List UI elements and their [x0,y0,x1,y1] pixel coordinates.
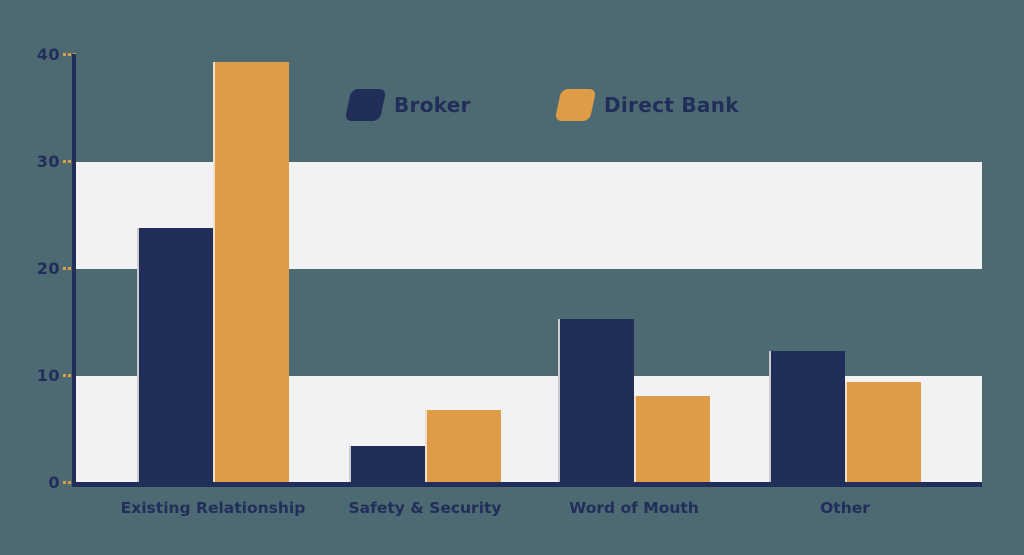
bar-broker-safety-security [349,446,425,483]
y-axis-tick-mark-20 [63,266,76,270]
y-axis-tick-label-40: 40 [36,45,60,64]
bar-broker-word-of-mouth [558,318,634,483]
y-axis-tick-mark-10 [63,373,76,377]
bar-direct-bank-safety-security [425,409,501,483]
y-axis-tick-label-30: 30 [36,151,60,171]
direct-bank-legend-swatch-icon [554,89,597,121]
y-axis-tick-mark-0 [63,480,76,484]
x-axis-label-other: Other [820,499,870,517]
legend-item-direct-bank: Direct Bank [554,89,739,121]
bar-broker-existing-relationship [137,228,213,483]
x-axis-label-word-of-mouth: Word of Mouth [569,499,699,517]
y-axis-tick-mark-40 [63,53,76,56]
bar-direct-bank-word-of-mouth [634,395,710,483]
legend-item-broker: Broker [344,89,471,121]
y-axis-tick-label-20: 20 [36,258,60,278]
y-axis-tick-mark-30 [63,159,76,163]
broker-legend-swatch-icon [344,89,387,121]
x-axis-line [72,482,982,487]
legend-label-broker: Broker [394,93,471,117]
x-axis-label-safety-security: Safety & Security [348,499,502,517]
y-axis-line [72,54,76,487]
y-axis-tick-label-10: 10 [36,365,60,385]
bar-direct-bank-other [845,382,921,483]
bar-direct-bank-existing-relationship [213,62,289,483]
y-axis-tick-label-0: 0 [48,472,60,492]
x-axis-label-existing-relationship: Existing Relationship [120,499,306,517]
legend-label-direct-bank: Direct Bank [604,93,739,117]
bar-broker-other [769,351,845,483]
